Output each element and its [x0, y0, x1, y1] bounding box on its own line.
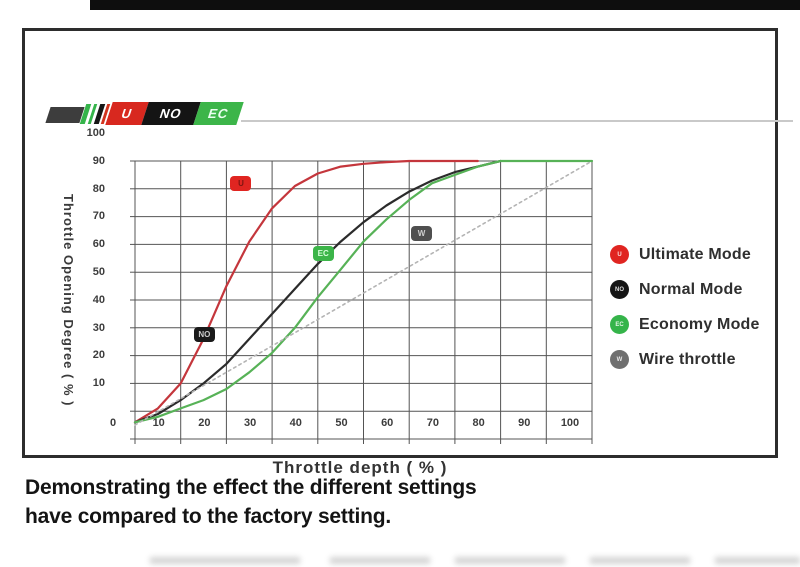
y-tick-label: 50	[92, 266, 105, 278]
y-tick-label: 100	[86, 127, 105, 139]
x-tick-label: 20	[198, 417, 211, 429]
curve-badge-w: W	[410, 225, 432, 241]
cropped-content-smudge	[150, 557, 300, 564]
x-tick-label: 40	[289, 417, 302, 429]
series-line-wire-throttle	[134, 160, 593, 426]
legend-label: Wire throttle	[639, 350, 736, 368]
y-tick-label: 70	[92, 210, 105, 223]
x-tick-label: 50	[335, 417, 348, 429]
y-tick-label: 90	[92, 154, 105, 167]
caption-line-2: have compared to the factory setting.	[25, 505, 392, 528]
legend-dot-icon: W	[610, 350, 629, 369]
y-axis-title: Throttle Opening Degree ( % )	[61, 193, 76, 407]
legend-label: Ultimate Mode	[639, 245, 751, 263]
x-axis-title: Throttle depth ( % )	[272, 458, 448, 477]
legend-label: Normal Mode	[639, 280, 743, 298]
curve-badge-ec: EC	[312, 246, 334, 262]
y-tick-label: 40	[92, 293, 105, 306]
x-tick-label: 90	[518, 417, 531, 429]
legend-item-economy-mode: EC Economy Mode	[610, 315, 760, 334]
cropped-content-smudge	[715, 557, 800, 564]
x-tick-label: 100	[560, 417, 580, 429]
series-line-normal-mode	[133, 159, 502, 424]
y-tick-label: 80	[92, 182, 105, 195]
series-line-ultimate-mode	[133, 159, 479, 424]
logo-gray-bar	[45, 107, 85, 123]
y-tick-label: 30	[92, 321, 105, 334]
y-tick-label: 20	[92, 349, 105, 362]
cropped-content-smudge	[590, 557, 690, 564]
x-tick-label: 30	[243, 417, 257, 429]
curve-badge-no: NO	[193, 327, 215, 343]
y-tick-label: 10	[92, 377, 105, 390]
x-tick-label: 60	[381, 417, 394, 429]
x-tick-label: 80	[472, 417, 485, 429]
logo-segment-economy: EC	[193, 102, 244, 125]
legend-item-ultimate-mode: U Ultimate Mode	[610, 245, 760, 264]
legend-label: Economy Mode	[639, 315, 760, 333]
series-line-economy-mode	[133, 159, 594, 424]
legend-dot-icon: U	[610, 245, 629, 264]
caption-line-1: Demonstrating the effect the different s…	[25, 476, 477, 499]
plot-area	[130, 159, 594, 444]
legend: U Ultimate Mode NO Normal Mode EC Economy Mod…	[610, 245, 760, 369]
curve-badge-u: U	[230, 175, 252, 191]
header-rule	[241, 120, 793, 122]
cropped-content-smudge	[455, 557, 565, 564]
caption: Demonstrating the effect the different s…	[25, 473, 477, 531]
cropped-content-smudge	[330, 557, 430, 564]
top-black-bar	[90, 0, 800, 10]
x-tick-label: 0	[109, 417, 117, 429]
y-tick-label: 60	[92, 238, 105, 251]
legend-item-normal-mode: NO Normal Mode	[610, 280, 760, 299]
logo-segment-normal: NO	[141, 102, 201, 125]
chart-panel: U NO EC Throttle Opening Degree ( % ) Th…	[22, 28, 793, 477]
legend-dot-icon: NO	[610, 280, 629, 299]
x-tick-label: 10	[152, 417, 165, 429]
legend-item-wire-throttle: W Wire throttle	[610, 350, 760, 369]
x-tick-label: 70	[426, 417, 440, 429]
legend-dot-icon: EC	[610, 315, 629, 334]
